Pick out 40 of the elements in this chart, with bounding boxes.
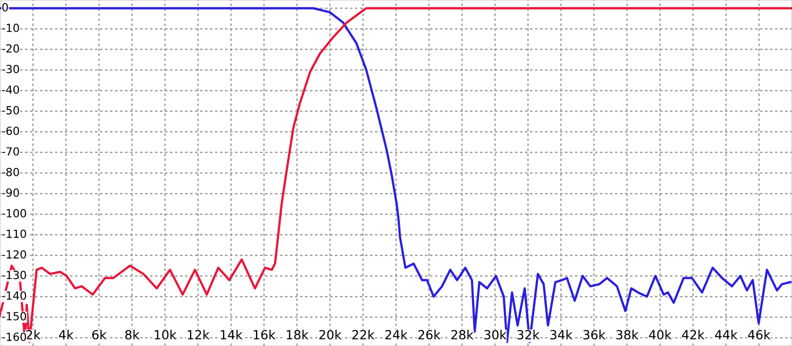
y-tick-label: -70	[2, 147, 19, 156]
x-tick-label: 2k	[26, 330, 41, 340]
x-tick-label: 40k	[649, 330, 672, 340]
x-tick-label: 6k	[92, 330, 107, 340]
x-tick-label: 26k	[418, 330, 441, 340]
y-tick-label: 0	[2, 3, 8, 12]
x-tick-label: 36k	[583, 330, 606, 340]
x-tick-label: 34k	[550, 330, 573, 340]
x-tick-label: 18k	[286, 330, 309, 340]
x-tick-label: 16k	[254, 330, 276, 340]
y-tick-label: -100	[2, 209, 26, 218]
x-tick-label: 32k	[517, 330, 540, 340]
y-tick-label: -60	[2, 126, 19, 136]
x-tick-label: 44k	[715, 330, 738, 340]
x-tick-label: 30k	[484, 330, 507, 340]
x-tick-label: 24k	[385, 330, 408, 340]
x-tick-label: 14k	[220, 330, 243, 340]
y-tick-label: -50	[2, 106, 19, 114]
y-tick-label: -20	[2, 44, 19, 53]
y-tick-label: -140	[2, 291, 26, 300]
x-tick-label: 20k	[319, 330, 342, 340]
y-tick-label: -10	[2, 24, 19, 32]
x-tick-label: 46k	[748, 330, 771, 340]
y-tick-label: -130	[2, 270, 26, 280]
x-tick-label: 22k	[352, 330, 375, 340]
x-tick-label: 4k	[59, 330, 74, 340]
x-tick-label: 8k	[125, 330, 140, 340]
x-tick-label: 42k	[682, 330, 705, 340]
y-tick-label: -90	[2, 188, 19, 197]
y-tick-label: -150	[2, 312, 26, 320]
x-tick-label: 28k	[451, 330, 474, 340]
y-tick-label: -120	[2, 250, 26, 259]
y-tick-label: -110	[2, 230, 26, 238]
y-tick-label: -160	[2, 332, 26, 341]
y-tick-label: -40	[2, 85, 19, 94]
x-tick-label: 38k	[616, 330, 639, 340]
y-tick-label: -30	[2, 64, 19, 74]
x-tick-label: 10k	[154, 330, 177, 340]
x-tick-label: 12k	[188, 330, 210, 340]
y-tick-label: -80	[2, 168, 19, 176]
